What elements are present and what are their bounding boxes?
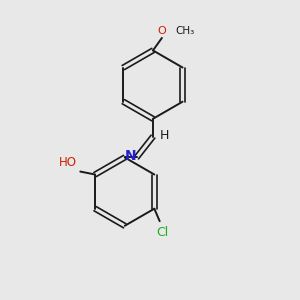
Text: HO: HO xyxy=(59,157,77,169)
Text: N: N xyxy=(124,149,136,163)
Text: CH₃: CH₃ xyxy=(175,26,194,36)
Text: Cl: Cl xyxy=(157,226,169,238)
Text: O: O xyxy=(158,26,166,36)
Text: H: H xyxy=(160,129,169,142)
